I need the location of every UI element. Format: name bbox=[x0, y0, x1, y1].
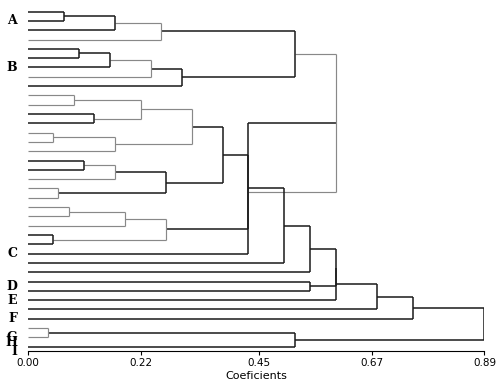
Text: H: H bbox=[6, 336, 17, 348]
Text: E: E bbox=[8, 294, 17, 307]
Text: A: A bbox=[8, 14, 17, 28]
Text: C: C bbox=[8, 247, 17, 260]
Text: G: G bbox=[7, 331, 17, 344]
Text: F: F bbox=[9, 312, 17, 325]
Text: B: B bbox=[7, 61, 17, 74]
Text: D: D bbox=[7, 280, 17, 293]
X-axis label: Coeficients: Coeficients bbox=[225, 371, 287, 381]
Text: I: I bbox=[12, 345, 17, 358]
